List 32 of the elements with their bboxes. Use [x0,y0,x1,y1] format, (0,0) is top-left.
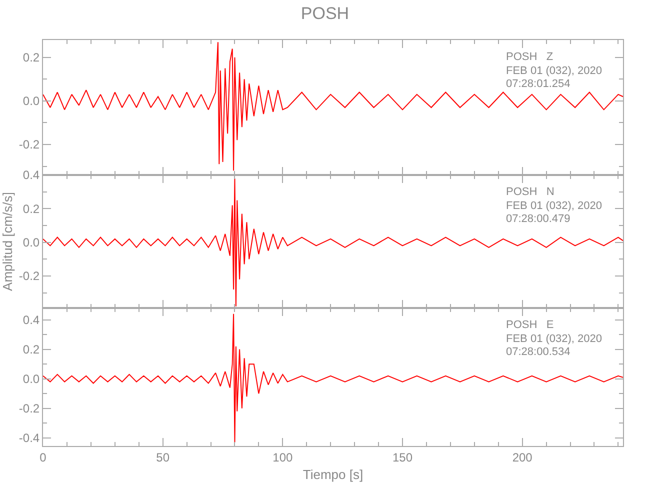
line-series [43,313,623,443]
y-tick-label: -0.4 [18,431,40,446]
line-series [43,42,623,172]
x-tick-label: 50 [156,450,170,464]
annotation: FEB 01 (032), 2020 [506,65,602,77]
annotation: 07:28:00.534 [506,346,570,358]
y-tick-label: 0.4 [22,168,40,182]
annotation: POSH Z [506,51,554,63]
annotation: FEB 01 (032), 2020 [506,333,602,345]
y-tick-label: -0.2 [18,402,40,416]
y-tick-label: 0.2 [22,202,40,216]
y-axis-title: Amplitud [cm/s/s] [0,192,15,291]
chart-title: POSH [300,4,350,23]
y-tick-label: 0.2 [22,342,40,357]
y-tick-label: -0.2 [18,138,40,152]
x-tick-label: 0 [40,450,47,464]
line-series [43,178,623,307]
annotation: POSH E [506,319,554,331]
annotation: POSH N [506,186,554,198]
y-tick-label: 0.2 [22,50,40,65]
x-axis-title: Tiempo [s] [302,467,364,482]
annotation: FEB 01 (032), 2020 [506,200,602,212]
x-tick-label: 200 [512,450,533,464]
x-tick-label: 150 [392,450,413,464]
y-tick-label: 0.0 [22,236,40,250]
y-tick-label: -0.2 [18,269,40,284]
y-tick-label: 0.0 [22,94,40,108]
annotation: 07:28:01.254 [506,78,570,90]
x-tick-label: 100 [272,450,293,464]
y-tick-label: 0.4 [22,313,40,328]
annotation: 07:28:00.479 [506,213,570,225]
y-tick-label: 0.0 [22,372,40,386]
